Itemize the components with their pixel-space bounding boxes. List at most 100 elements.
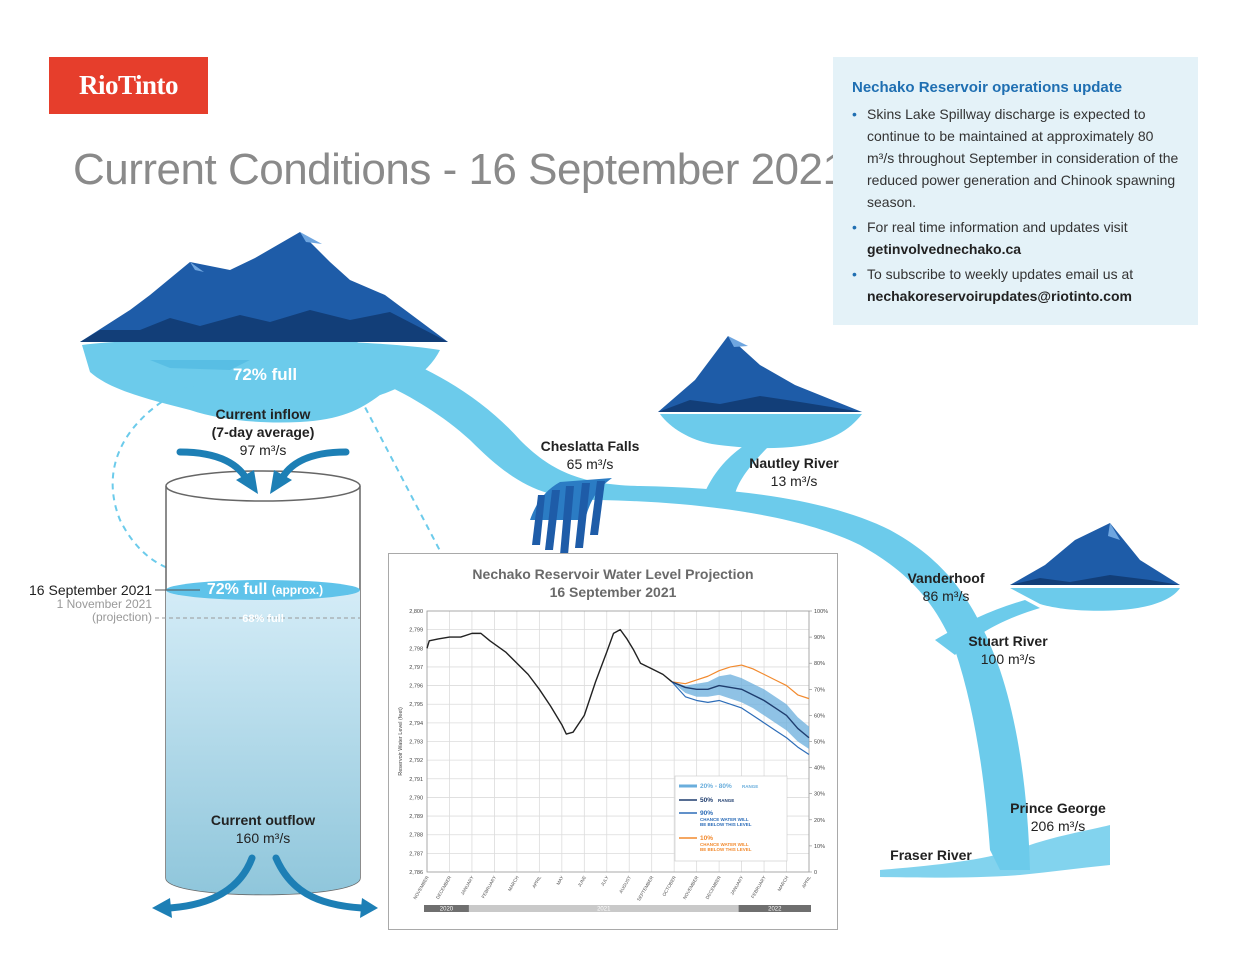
mountain-stuart bbox=[1010, 523, 1180, 585]
info-bullet-1: Skins Lake Spillway discharge is expecte… bbox=[852, 103, 1184, 213]
x-tick-label: JANUARY bbox=[460, 875, 475, 896]
connector-right bbox=[354, 387, 451, 571]
y2-tick-label: 100% bbox=[814, 609, 828, 615]
y-tick-label: 2,787 bbox=[409, 851, 423, 857]
outflow-label: Current outflow 160 m³/s bbox=[210, 812, 316, 846]
x-tick-label: MARCH bbox=[777, 875, 790, 892]
x-tick-label: APRIL bbox=[801, 875, 812, 889]
x-tick-label: NOVEMBER bbox=[412, 874, 430, 900]
x-tick-label: DECEMBER bbox=[705, 874, 723, 900]
x-tick-label: AUGUST bbox=[618, 875, 632, 894]
water-level-chart: Nechako Reservoir Water Level Projection… bbox=[388, 553, 838, 930]
legend-small: CHANCE WATER WILL bbox=[700, 817, 749, 822]
y-axis-title: Reservoir Water Level (feet) bbox=[398, 707, 404, 776]
y-tick-label: 2,799 bbox=[409, 628, 423, 634]
info-heading: Nechako Reservoir operations update bbox=[852, 79, 1123, 96]
x-tick-label: MAY bbox=[556, 875, 565, 886]
fraser-river bbox=[880, 825, 1110, 878]
x-tick-label: JANUARY bbox=[729, 875, 744, 896]
y2-tick-label: 60% bbox=[814, 713, 825, 719]
chart-svg: 2,800 2,799 2,798 2,797 2,796 2,795 2,794 2,793… bbox=[398, 609, 828, 913]
cheslatta-falls bbox=[530, 478, 612, 555]
x-tick-label: APRIL bbox=[531, 875, 542, 889]
legend-small: RANGE bbox=[742, 784, 758, 789]
riotinto-logo: RioTinto bbox=[49, 57, 208, 114]
y-tick-label: 2,796 bbox=[409, 684, 423, 690]
mountain-main-shadow bbox=[80, 310, 448, 342]
current-date-label: 16 September 2021 bbox=[29, 582, 152, 598]
y2-tick-label: 90% bbox=[814, 635, 825, 641]
cheslatta-label: Cheslatta Falls 65 m³/s bbox=[540, 438, 640, 472]
vanderhoof-label: Vanderhoof 86 m³/s bbox=[907, 570, 985, 604]
y-tick-label: 2,789 bbox=[409, 814, 423, 820]
year-bar bbox=[738, 905, 811, 912]
legend-box bbox=[674, 775, 788, 862]
y-tick-label: 2,795 bbox=[409, 702, 423, 708]
stuart-label: Stuart River 100 m³/s bbox=[968, 633, 1048, 667]
y2-tick-label: 50% bbox=[814, 740, 825, 746]
mountain-main bbox=[80, 232, 448, 342]
reservoir-cylinder bbox=[155, 470, 361, 896]
year-bar bbox=[468, 905, 739, 912]
y-tick-label: 2,798 bbox=[409, 646, 423, 652]
y-tick-label: 2,790 bbox=[409, 795, 423, 801]
series-p10 bbox=[671, 664, 810, 700]
x-tick-label: JULY bbox=[600, 875, 610, 887]
fraser-label: Fraser River bbox=[890, 847, 972, 863]
y2-tick-label: 0 bbox=[814, 870, 817, 876]
chart-subtitle: 16 September 2021 bbox=[549, 584, 677, 600]
info-link-email[interactable]: nechakoreservoirupdates@riotinto.com bbox=[867, 288, 1132, 304]
outflow-arrows bbox=[166, 854, 366, 912]
y-tick-label: 2,800 bbox=[409, 609, 423, 615]
legend-label: 50% bbox=[700, 797, 713, 804]
x-tick-label: FEBRUARY bbox=[480, 875, 497, 899]
legend-label: 90% bbox=[700, 810, 713, 817]
series-p50 bbox=[671, 681, 810, 739]
series-historical bbox=[426, 628, 673, 735]
y2-tick-label: 20% bbox=[814, 818, 825, 824]
x-tick-label: MARCH bbox=[507, 875, 520, 892]
year-bar bbox=[424, 905, 469, 912]
y2-tick-label: 40% bbox=[814, 766, 825, 772]
lake-nautley bbox=[660, 414, 862, 449]
year-label: 2021 bbox=[597, 907, 611, 913]
y-tick-label: 2,788 bbox=[409, 833, 423, 839]
prince-george-label: Prince George 206 m³/s bbox=[1010, 800, 1106, 834]
legend-small: BE BELOW THIS LEVEL bbox=[700, 847, 752, 852]
chart-title: Nechako Reservoir Water Level Projection bbox=[472, 566, 754, 582]
legend-small: BE BELOW THIS LEVEL bbox=[700, 822, 752, 827]
x-tick-label: SEPTEMBER bbox=[636, 874, 655, 902]
y-tick-label: 2,792 bbox=[409, 758, 423, 764]
info-bullet-2: For real time information and updates vi… bbox=[852, 216, 1184, 260]
y2-tick-label: 70% bbox=[814, 687, 825, 693]
y2-tick-label: 10% bbox=[814, 844, 825, 850]
level-label: 72% full (approx.) bbox=[206, 581, 324, 598]
projection-level-label: 68% full bbox=[242, 613, 284, 625]
legend-small: CHANCE WATER WILL bbox=[700, 842, 749, 847]
x-tick-label: FEBRUARY bbox=[750, 875, 767, 899]
inflow-label: Current inflow (7-day average) 97 m³/s bbox=[211, 406, 315, 458]
page-title: Current Conditions - 16 September 2021 bbox=[73, 145, 847, 194]
nautley-label: Nautley River 13 m³/s bbox=[749, 455, 839, 489]
x-tick-label: JUNE bbox=[577, 875, 587, 888]
reservoir-pct-label: 72% full bbox=[232, 365, 298, 384]
mountain-nautley bbox=[658, 336, 862, 412]
y2-tick-label: 80% bbox=[814, 661, 825, 667]
year-label: 2022 bbox=[768, 907, 782, 913]
year-label: 2020 bbox=[440, 907, 454, 913]
legend-label: 20% - 80% bbox=[700, 783, 732, 790]
x-tick-label: NOVEMBER bbox=[682, 874, 700, 900]
nautley-branch bbox=[705, 440, 775, 494]
y-tick-label: 2,794 bbox=[409, 721, 423, 727]
x-tick-label: DECEMBER bbox=[435, 874, 453, 900]
band-20-80 bbox=[671, 674, 809, 749]
y-tick-label: 2,797 bbox=[409, 665, 423, 671]
y2-tick-label: 30% bbox=[814, 792, 825, 798]
y-tick-label: 2,793 bbox=[409, 740, 423, 746]
info-bullet-3: To subscribe to weekly updates email us … bbox=[852, 263, 1184, 307]
connector-left bbox=[111, 384, 206, 576]
y-tick-label: 2,786 bbox=[409, 870, 423, 876]
info-link-website[interactable]: getinvolvednechako.ca bbox=[867, 241, 1022, 257]
lake-stuart bbox=[1010, 588, 1180, 611]
